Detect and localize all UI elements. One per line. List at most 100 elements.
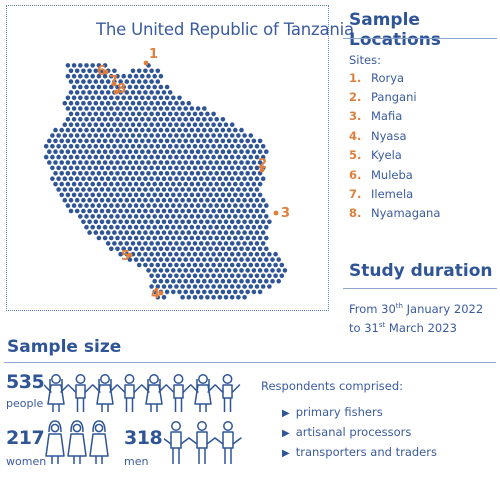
map-dot bbox=[140, 171, 145, 176]
map-dot bbox=[115, 181, 120, 187]
map-dot bbox=[208, 278, 213, 284]
map-dot bbox=[164, 246, 170, 252]
map-dot bbox=[105, 230, 111, 235]
map-dot bbox=[186, 284, 192, 289]
map-dot bbox=[217, 262, 223, 268]
map-dot bbox=[130, 219, 136, 225]
map-dot bbox=[96, 95, 102, 101]
map-dot bbox=[56, 165, 61, 171]
map-dot bbox=[158, 73, 164, 79]
map-dot bbox=[143, 144, 148, 149]
map-dot bbox=[198, 197, 204, 203]
map-dot bbox=[180, 197, 185, 203]
map-dot bbox=[149, 187, 154, 192]
map-dot bbox=[143, 133, 148, 138]
map-dot bbox=[140, 235, 145, 241]
map-dot bbox=[121, 73, 126, 79]
map-dot bbox=[195, 138, 201, 144]
men-icons bbox=[164, 421, 242, 464]
map-dot bbox=[164, 224, 170, 230]
map-dot bbox=[223, 284, 229, 289]
map-dot bbox=[121, 95, 126, 101]
map-dot bbox=[217, 187, 223, 192]
map-dot bbox=[220, 257, 226, 262]
map-dot bbox=[183, 246, 188, 252]
map-dot bbox=[127, 149, 133, 154]
map-dot bbox=[257, 268, 263, 273]
map-dot bbox=[226, 149, 232, 154]
map-dot bbox=[71, 181, 77, 187]
map-dot bbox=[124, 144, 130, 149]
sample-size-rule bbox=[4, 362, 496, 363]
map-dot bbox=[81, 208, 86, 214]
map-dot bbox=[127, 224, 133, 230]
map-dot bbox=[171, 117, 176, 122]
map-dot bbox=[87, 122, 92, 127]
site-name: Muleba bbox=[371, 168, 413, 182]
map-dot bbox=[90, 84, 95, 90]
map-dot bbox=[155, 68, 161, 74]
map-dot bbox=[149, 133, 154, 138]
map-dot bbox=[189, 149, 195, 154]
map-dot bbox=[112, 133, 117, 138]
map-dot bbox=[236, 262, 241, 268]
map-dot bbox=[183, 138, 188, 144]
map-dot bbox=[149, 273, 154, 279]
map-dot bbox=[186, 144, 192, 149]
map-dot bbox=[180, 284, 185, 289]
map-dot bbox=[136, 154, 142, 160]
map-dot bbox=[245, 257, 250, 262]
map-dot bbox=[226, 278, 232, 284]
map-dot bbox=[236, 273, 241, 279]
map-dot bbox=[186, 165, 192, 171]
map-dot bbox=[211, 295, 216, 300]
map-dot bbox=[177, 106, 182, 111]
map-dot bbox=[174, 133, 179, 138]
map-dot bbox=[229, 284, 235, 289]
map-dot bbox=[152, 138, 157, 144]
map-dot bbox=[248, 251, 254, 257]
map-dot bbox=[226, 203, 232, 208]
map-dot bbox=[267, 273, 272, 279]
map-dot bbox=[152, 127, 157, 133]
map-dot bbox=[87, 230, 92, 235]
man-icon bbox=[188, 421, 216, 464]
map-dot bbox=[183, 257, 188, 262]
map-dot bbox=[161, 197, 167, 203]
map-dot bbox=[180, 133, 185, 138]
map-dot bbox=[186, 100, 192, 106]
map-dot bbox=[198, 230, 204, 235]
map-dot bbox=[189, 160, 195, 165]
map-dot bbox=[267, 219, 272, 225]
map-dot bbox=[236, 176, 241, 181]
map-dot bbox=[177, 171, 182, 176]
map-dot bbox=[105, 197, 111, 203]
map-dot bbox=[68, 90, 74, 95]
map-dot bbox=[177, 203, 182, 208]
map-dot bbox=[195, 106, 201, 111]
map-dot bbox=[115, 117, 120, 122]
map-dot bbox=[186, 241, 192, 246]
map-dot bbox=[152, 289, 157, 295]
map-dot bbox=[164, 203, 170, 208]
map-dot bbox=[242, 176, 247, 181]
map-dot bbox=[214, 235, 219, 241]
map-dot bbox=[109, 235, 114, 241]
map-dot bbox=[146, 95, 151, 101]
man-icon bbox=[164, 421, 190, 464]
map-dot bbox=[205, 133, 210, 138]
map-dot bbox=[254, 208, 260, 214]
map-dot bbox=[65, 63, 71, 68]
map-dot bbox=[109, 149, 114, 154]
map-dot bbox=[68, 197, 74, 203]
map-dot bbox=[245, 181, 250, 187]
map-dot bbox=[260, 197, 266, 203]
map-dot bbox=[189, 268, 195, 273]
map-dot bbox=[186, 208, 192, 214]
map-dot bbox=[177, 224, 182, 230]
map-dot bbox=[74, 79, 80, 84]
map-dot bbox=[68, 133, 74, 138]
map-dot bbox=[96, 181, 102, 187]
map-dot bbox=[167, 187, 173, 192]
map-dot bbox=[195, 149, 201, 154]
